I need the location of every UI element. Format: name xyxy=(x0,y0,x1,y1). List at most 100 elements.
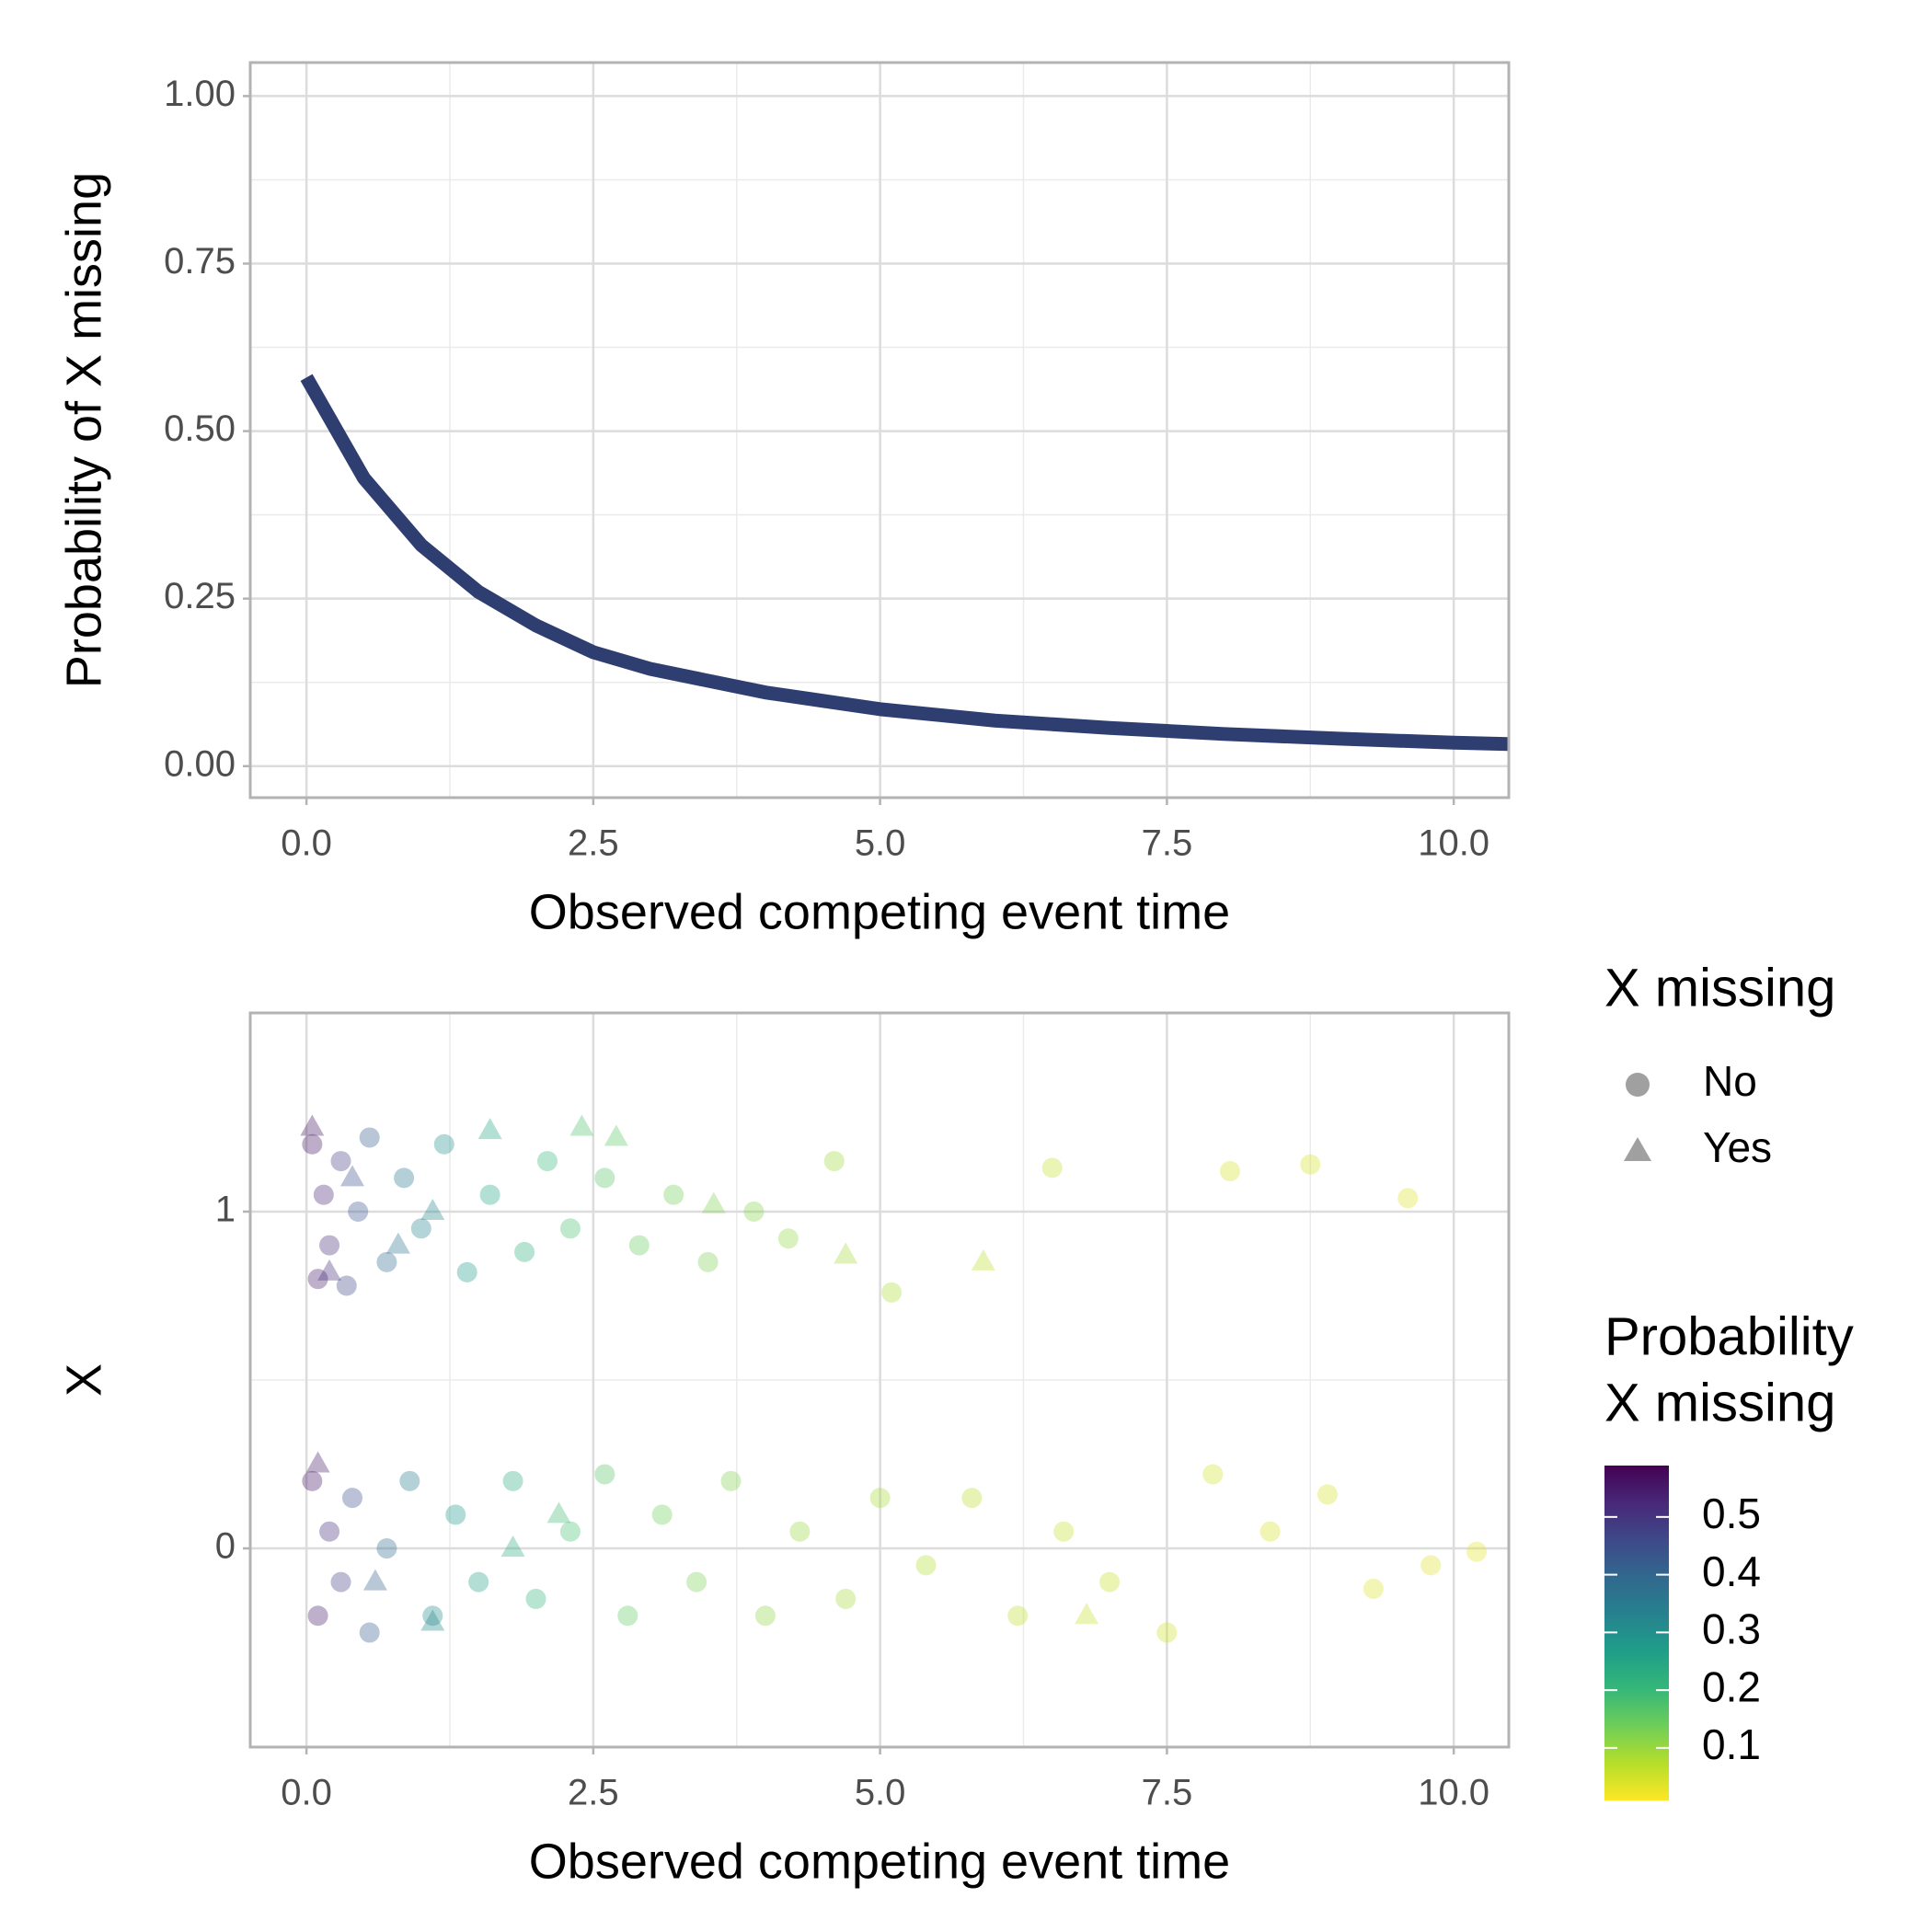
y-tick-label: 0.75 xyxy=(164,241,236,282)
point xyxy=(1156,1622,1178,1643)
point xyxy=(594,1464,615,1485)
point xyxy=(915,1555,937,1576)
point xyxy=(376,1251,397,1272)
point xyxy=(376,1538,397,1559)
colorbar-title: Probability xyxy=(1604,1306,1854,1366)
point xyxy=(617,1605,638,1627)
point xyxy=(869,1488,891,1509)
point xyxy=(514,1241,535,1262)
panel: 0.0 2.5 5.0 7.5 10.0 0 1 Observed competing eve… xyxy=(56,958,1854,1889)
x-tick-label: 5.0 xyxy=(855,1773,906,1813)
line xyxy=(300,374,1509,752)
point xyxy=(468,1571,489,1593)
marks xyxy=(300,1114,1488,1643)
point xyxy=(359,1622,380,1643)
point xyxy=(319,1521,340,1542)
x-tick-label: 0.0 xyxy=(281,823,332,864)
point xyxy=(359,1127,380,1148)
x-tick-label: 0.0 xyxy=(281,1773,332,1813)
point xyxy=(686,1571,707,1593)
point xyxy=(1075,1603,1099,1625)
point xyxy=(754,1605,776,1627)
point xyxy=(1259,1521,1281,1542)
panel: 0.0 2.5 5.0 7.5 10.0 0.00 0.25 0.50 0.75 1.00 Obse… xyxy=(56,61,1511,939)
point xyxy=(307,1269,328,1290)
point xyxy=(1300,1154,1321,1175)
point xyxy=(317,1259,342,1281)
point xyxy=(307,1605,328,1627)
point xyxy=(961,1488,983,1509)
point xyxy=(823,1151,845,1172)
point xyxy=(362,1569,387,1591)
point xyxy=(319,1235,340,1256)
marks xyxy=(300,374,1509,752)
legend-label: Yes xyxy=(1703,1123,1772,1171)
y-tick-label: 0 xyxy=(215,1526,236,1567)
point xyxy=(341,1488,362,1509)
point xyxy=(663,1184,684,1205)
y-tick-label: 1 xyxy=(215,1190,236,1230)
point xyxy=(302,1133,323,1155)
point xyxy=(394,1167,415,1189)
x-tick-label: 10.0 xyxy=(1418,1773,1489,1813)
point xyxy=(1363,1578,1384,1599)
panel-border xyxy=(248,1011,1511,1749)
point xyxy=(789,1521,811,1542)
point xyxy=(1397,1188,1419,1209)
point xyxy=(348,1201,369,1222)
x-tick-label: 2.5 xyxy=(568,823,619,864)
point xyxy=(835,1588,857,1609)
y-tick-label: 0.50 xyxy=(164,408,236,449)
point xyxy=(536,1151,558,1172)
point xyxy=(743,1201,765,1222)
point xyxy=(559,1521,581,1542)
legend-title: X missing xyxy=(1604,958,1835,1018)
x-axis-title: Observed competing event time xyxy=(529,884,1230,939)
point xyxy=(546,1501,571,1524)
point xyxy=(651,1504,673,1525)
y-axis-title: X xyxy=(56,1363,111,1397)
point xyxy=(697,1251,719,1272)
point xyxy=(305,1451,330,1473)
point xyxy=(445,1504,466,1525)
y-axis-title: Probability of X missing xyxy=(56,172,111,688)
x-tick-label: 7.5 xyxy=(1142,823,1193,864)
point xyxy=(1007,1605,1029,1627)
x-tick-label: 7.5 xyxy=(1142,1773,1193,1813)
point xyxy=(456,1261,477,1282)
point xyxy=(300,1114,325,1136)
point xyxy=(477,1118,502,1140)
point xyxy=(701,1191,726,1213)
point xyxy=(385,1232,410,1254)
y-tick-label: 0.25 xyxy=(164,576,236,616)
colorbar-label: 0.1 xyxy=(1702,1720,1761,1768)
point xyxy=(422,1605,443,1627)
point xyxy=(330,1151,351,1172)
point xyxy=(1466,1541,1488,1562)
point xyxy=(834,1242,858,1264)
point xyxy=(1219,1161,1240,1182)
point xyxy=(399,1470,420,1491)
legend-label: No xyxy=(1703,1057,1757,1105)
point xyxy=(1099,1571,1121,1593)
colorbar-title: X missing xyxy=(1604,1373,1835,1432)
x-tick-label: 2.5 xyxy=(568,1773,619,1813)
point xyxy=(420,1198,445,1220)
x-tick-label: 10.0 xyxy=(1418,823,1489,864)
point xyxy=(1053,1521,1075,1542)
x-tick-label: 5.0 xyxy=(855,823,906,864)
point xyxy=(336,1275,357,1296)
point xyxy=(1317,1484,1338,1505)
point xyxy=(330,1571,351,1593)
point xyxy=(777,1228,799,1249)
colorbar-label: 0.4 xyxy=(1702,1547,1761,1595)
y-tick-label: 1.00 xyxy=(164,74,236,114)
legend-symbol xyxy=(1626,1073,1650,1097)
point xyxy=(302,1470,323,1491)
point xyxy=(604,1124,628,1146)
point xyxy=(720,1470,742,1491)
legend-symbol xyxy=(1624,1137,1651,1161)
point xyxy=(559,1218,581,1239)
point xyxy=(1202,1464,1224,1485)
